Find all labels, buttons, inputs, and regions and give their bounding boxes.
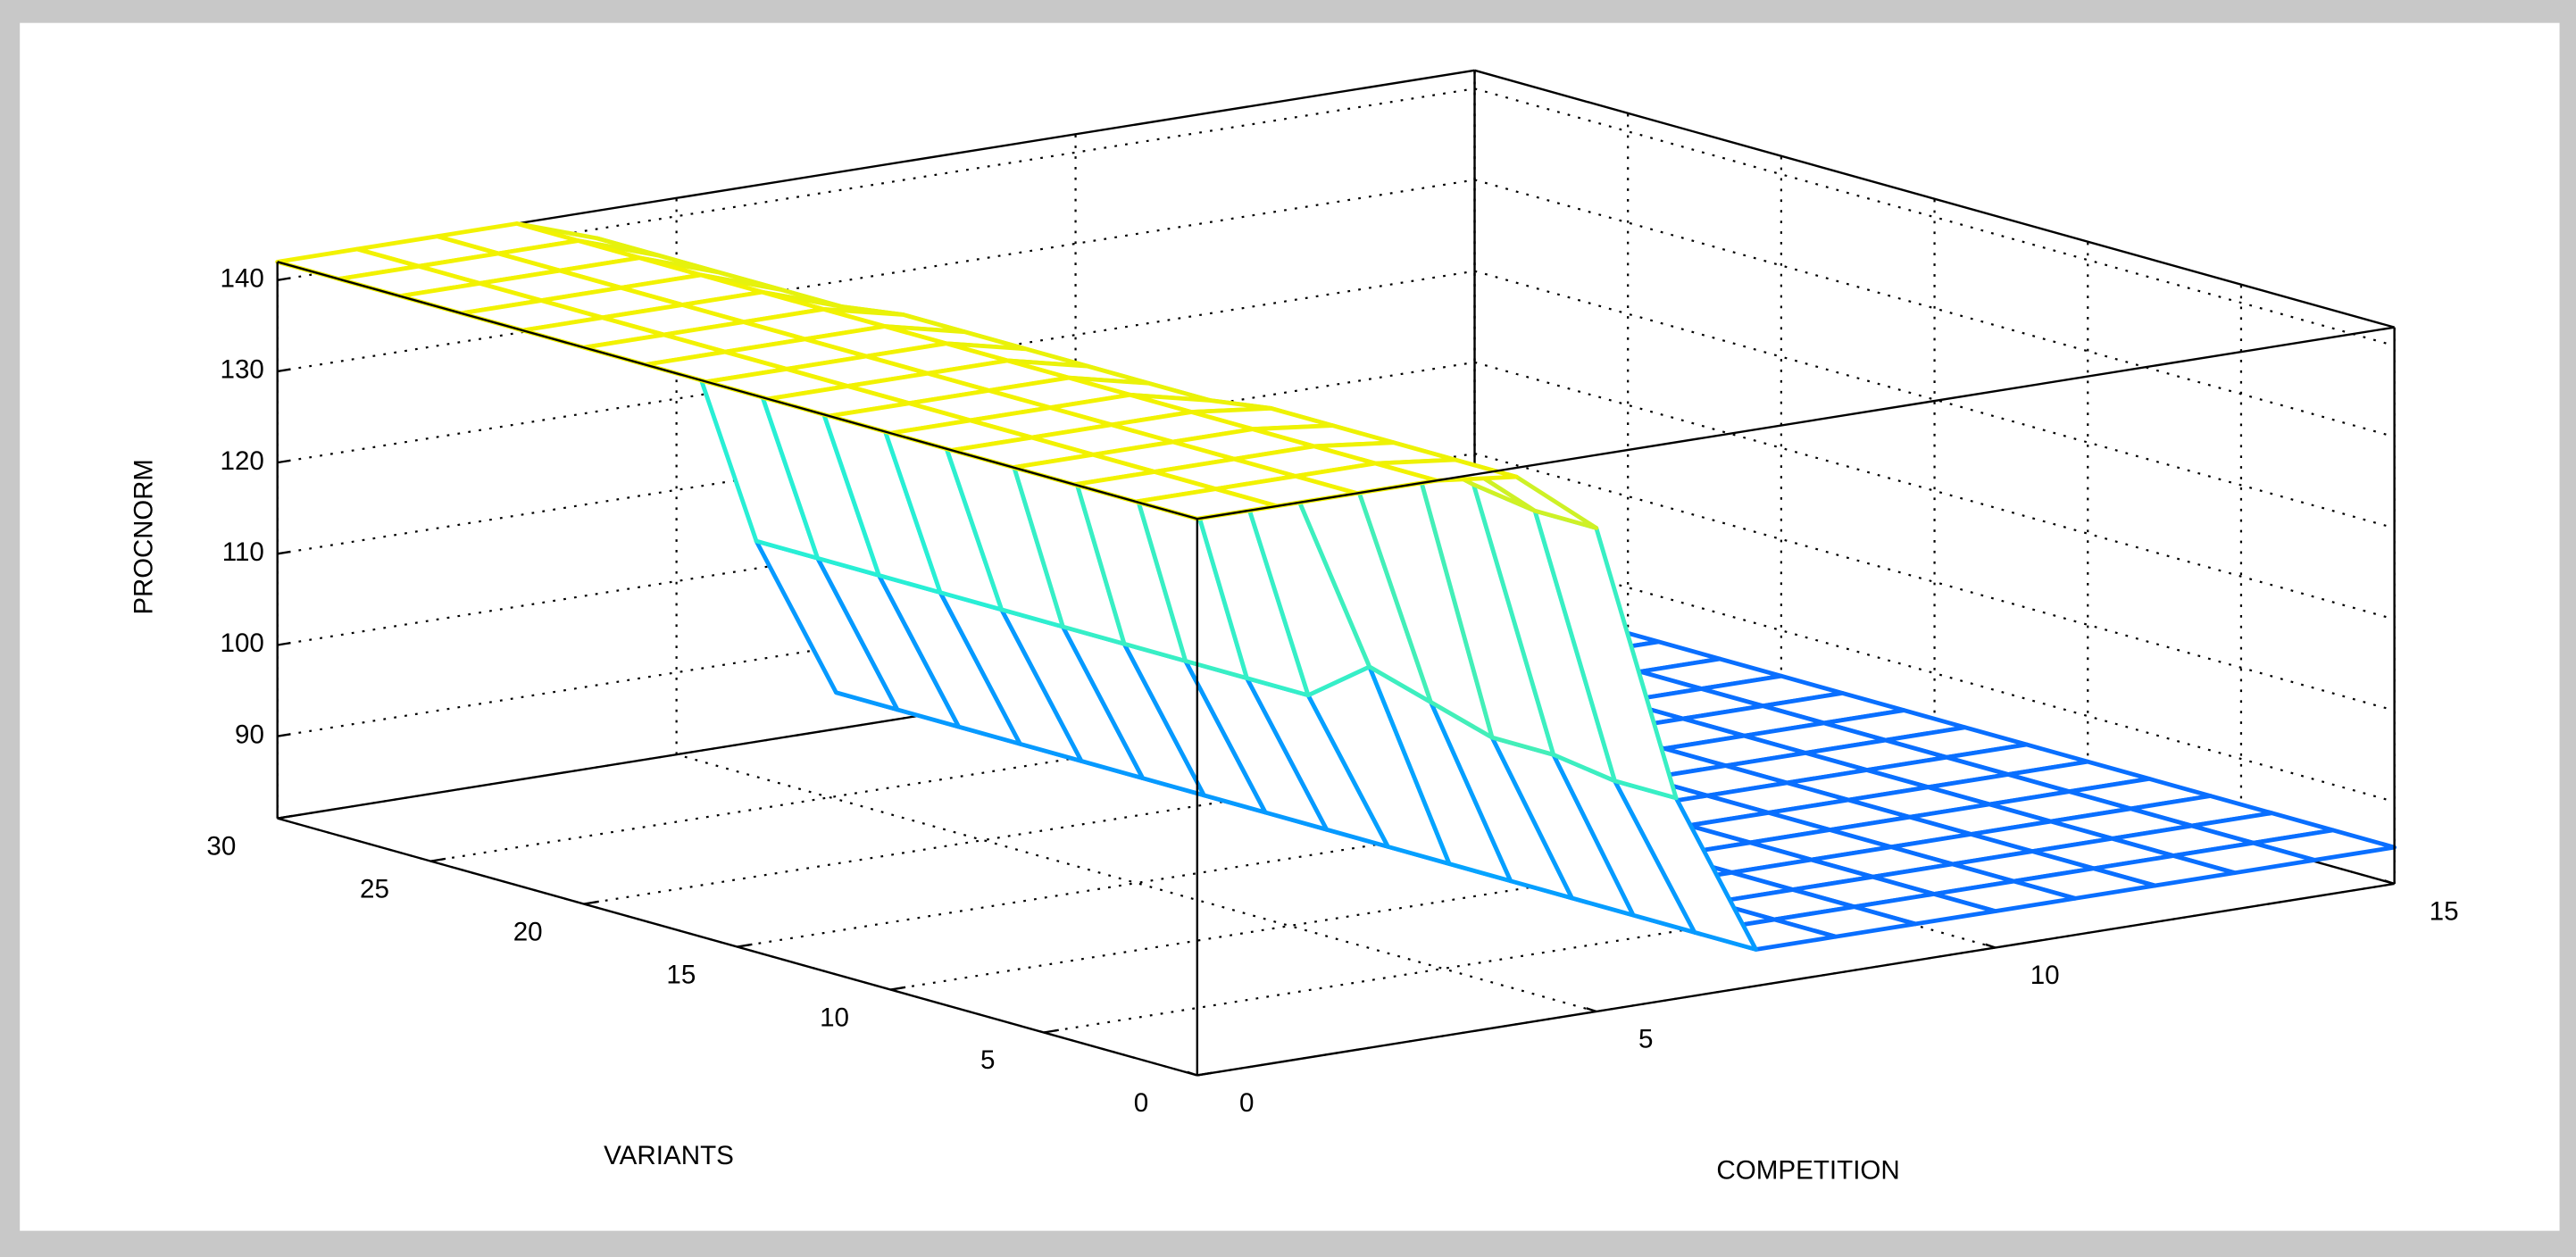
box-edge (277, 261, 1198, 520)
grid-line (277, 179, 1475, 373)
tick-mark (277, 550, 291, 555)
z-tick-label: 140 (221, 264, 264, 294)
tick-mark (1196, 1071, 1213, 1077)
tick-mark (277, 277, 291, 281)
tick-mark (277, 814, 293, 820)
grid-line (676, 753, 1597, 1013)
box-edge (1196, 882, 2395, 1077)
tick-mark (583, 900, 599, 905)
grid-line (1474, 87, 2395, 347)
y-tick-label: 15 (2430, 897, 2459, 927)
x-tick-label: 30 (206, 832, 236, 862)
tick-mark (2384, 879, 2396, 886)
tick-mark (277, 641, 291, 646)
box-edge (1196, 326, 2395, 520)
x-tick-label: 15 (666, 960, 696, 989)
grid-line (1474, 270, 2395, 529)
z-axis-label: PROCNORM (129, 459, 158, 614)
grid-line (1474, 361, 2395, 620)
grid-line (1474, 452, 2395, 712)
axes: VARIANTS COMPETITION PROCNORM 9010011012… (20, 22, 2560, 1231)
grid-line (277, 361, 1475, 555)
y-tick-label: 0 (1239, 1088, 1254, 1118)
box-edge (1474, 69, 2395, 329)
tick-mark (1187, 1070, 1198, 1077)
tick-mark (1985, 943, 1997, 949)
tick-mark (430, 857, 446, 862)
z-tick-label: 120 (221, 446, 264, 476)
x-tick-label: 5 (980, 1045, 995, 1075)
y-tick-label: 5 (1638, 1025, 1653, 1054)
grid-line (277, 87, 1475, 281)
z-tick-label: 110 (222, 537, 264, 567)
z-tick-label: 90 (235, 720, 264, 750)
tick-mark (277, 733, 291, 737)
tick-mark (890, 986, 906, 991)
z-tick-label: 100 (221, 628, 264, 658)
x-tick-label: 0 (1134, 1088, 1148, 1118)
y-tick-label: 10 (2030, 961, 2060, 990)
x-tick-label: 25 (360, 874, 389, 903)
tick-mark (1586, 1007, 1597, 1013)
x-tick-label: 20 (513, 917, 543, 946)
y-axis-label: COMPETITION (1716, 1156, 1899, 1186)
tick-mark (1043, 1028, 1059, 1034)
grid-line (277, 270, 1475, 464)
z-tick-label: 130 (221, 355, 264, 385)
x-axis-label: VARIANTS (604, 1141, 734, 1170)
tick-mark (737, 943, 753, 948)
x-tick-label: 10 (820, 1003, 849, 1032)
grid-line (1474, 544, 2395, 803)
tick-mark (277, 368, 291, 373)
tick-mark (277, 459, 291, 464)
